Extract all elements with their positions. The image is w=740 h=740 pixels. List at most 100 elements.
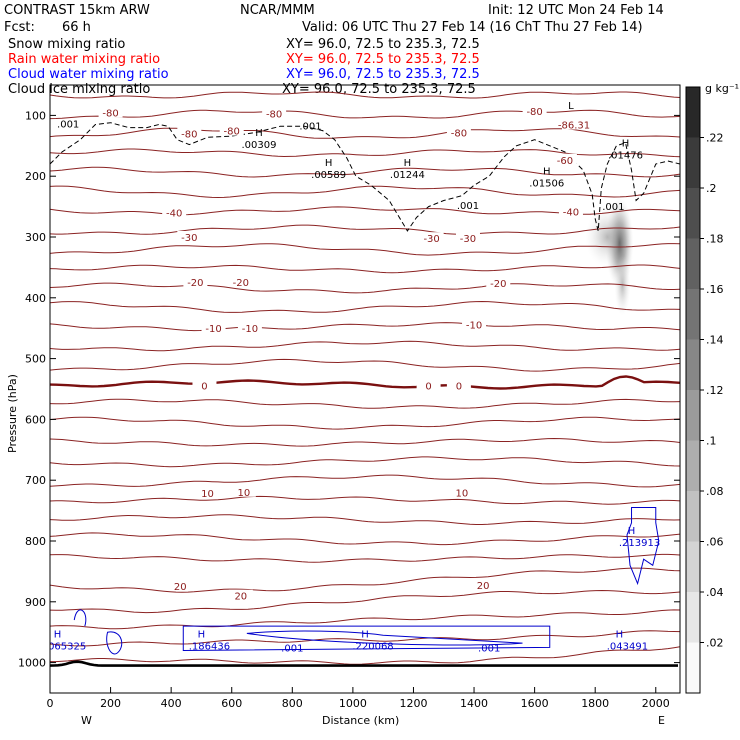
legend-xy-rain: XY= 96.0, 72.5 to 235.3, 72.5 xyxy=(286,52,480,67)
snow-contour-label-2: .001 xyxy=(457,201,479,212)
isotherm-line xyxy=(50,358,680,372)
snow-extremum-value-3: .01506 xyxy=(529,179,564,190)
cloud-water-contour xyxy=(106,631,123,655)
snow-extremum-mark-0: H xyxy=(255,128,263,139)
snow-extremum-value-1: .00589 xyxy=(311,170,346,181)
cloud-water-extremum-mark-1: H xyxy=(198,629,206,640)
isotherm-line xyxy=(50,185,680,199)
ice-shade-tail xyxy=(614,255,631,316)
x-tick-label: 2000 xyxy=(642,697,670,710)
colorbar-segment xyxy=(686,642,700,693)
temperature-label-8: -40 xyxy=(166,209,182,220)
snow-extremum-mark-3: H xyxy=(543,167,551,178)
legend-name-snow: Snow mixing ratio xyxy=(8,37,125,52)
temperature-label-14: -20 xyxy=(233,278,249,289)
colorbar-tick-label: .16 xyxy=(706,283,724,296)
isotherm-line xyxy=(50,495,680,505)
isotherm-line xyxy=(50,567,680,593)
y-tick-label: 500 xyxy=(25,353,46,366)
temperature-label-27: 20 xyxy=(477,581,490,592)
label-bg xyxy=(262,107,287,119)
cloud-water-contour xyxy=(246,630,523,646)
legend-name-cloud-ice: Cloud ice mixing ratio xyxy=(8,82,150,97)
isotherm-line xyxy=(50,646,680,665)
temperature-label-0: -80 xyxy=(102,108,118,119)
temperature-label-23: 10 xyxy=(237,488,250,499)
cloud-water-extremum-value-2: .220068 xyxy=(352,641,393,652)
isotherm-line xyxy=(50,109,680,120)
temperature-label-13: -20 xyxy=(187,278,203,289)
label-bg xyxy=(446,126,471,138)
isotherm-line xyxy=(50,300,680,313)
snow-extremum-mark-2: H xyxy=(404,158,412,169)
colorbar-segment xyxy=(686,390,700,441)
cloud-water-extremum-value-1: .186436 xyxy=(189,641,230,652)
label-bg xyxy=(201,322,226,334)
colorbar-tick-label: .06 xyxy=(706,536,724,549)
cloud-water-contour-label-0: .001 xyxy=(281,644,303,655)
x-tick-label: 0 xyxy=(47,697,54,710)
label-bg xyxy=(522,105,547,117)
colorbar-segment xyxy=(686,339,700,390)
isotherm-line xyxy=(50,532,680,546)
temperature-label-18: -10 xyxy=(466,321,482,332)
x-tick-label: 1000 xyxy=(339,697,367,710)
isotherm-line xyxy=(50,148,680,158)
cloud-water-extremum-value-0: .065325 xyxy=(45,641,86,652)
temperature-label-12: -30 xyxy=(460,234,476,245)
isotherm-line xyxy=(50,91,680,99)
label-bg xyxy=(168,579,193,591)
colorbar-tick-label: .08 xyxy=(706,485,724,498)
isotherm-line xyxy=(50,243,680,256)
y-tick-label: 300 xyxy=(25,231,46,244)
label-bg xyxy=(219,124,244,136)
isotherm-line xyxy=(50,206,680,216)
snow-extremum-value-2: .01244 xyxy=(390,170,425,181)
isotherm-line xyxy=(50,264,680,274)
y-tick-label: 800 xyxy=(25,535,46,548)
label-bg xyxy=(446,379,471,391)
cloud-water-contour xyxy=(626,507,660,586)
snow-contour xyxy=(50,122,680,232)
temperature-label-20: 0 xyxy=(425,381,431,392)
label-bg xyxy=(462,318,487,330)
isotherm-line xyxy=(50,456,680,468)
isotherm-line xyxy=(50,474,680,488)
label-bg xyxy=(177,127,202,139)
label-bg xyxy=(228,589,253,601)
isotherm-line xyxy=(50,224,680,235)
colorbar-tick-label: .12 xyxy=(706,384,724,397)
label-bg xyxy=(98,106,123,118)
y-tick-label: 200 xyxy=(25,170,46,183)
snow-extremum-mark-4: H xyxy=(622,139,630,150)
colorbar-tick-label: .1 xyxy=(706,435,717,448)
label-bg xyxy=(486,277,511,289)
isotherm-line xyxy=(50,322,680,332)
agency-label: NCAR/MMM xyxy=(240,3,315,18)
snow-contour-label-0: .001 xyxy=(57,120,79,131)
temperature-label-25: 20 xyxy=(174,582,187,593)
legend-xy-snow: XY= 96.0, 72.5 to 235.3, 72.5 xyxy=(286,37,480,52)
legend-xy-cloud-ice: XY= 96.0, 72.5 to 235.3, 72.5 xyxy=(282,82,476,97)
label-bg xyxy=(231,485,256,497)
cloud-water-contour xyxy=(73,609,87,627)
label-bg xyxy=(183,275,208,287)
isotherm-line xyxy=(50,282,680,294)
colorbar: .02 .04 .06 .08 .1 .12 .14 .16 .18 .2 .22 xyxy=(685,86,724,694)
colorbar-segment xyxy=(686,87,700,138)
isotherm-line xyxy=(50,127,680,139)
label-bg xyxy=(228,275,253,287)
colorbar-segment xyxy=(686,592,700,643)
temperature-label-10: -30 xyxy=(181,233,197,244)
temperature-label-6: -86.31 xyxy=(558,121,590,132)
isotherm-line xyxy=(50,437,680,447)
label-bg xyxy=(558,205,583,217)
label-bg xyxy=(552,153,577,165)
cloud-water-extremum-mark-4: H xyxy=(628,526,636,537)
colorbar-segment xyxy=(686,440,700,491)
colorbar-segment xyxy=(686,238,700,289)
y-tick-label: 700 xyxy=(25,474,46,487)
temperature-label-3: -80 xyxy=(181,130,197,141)
legend-xy-cloud-water: XY= 96.0, 72.5 to 235.3, 72.5 xyxy=(286,67,480,82)
cloud-water-extremum-value-3: .043491 xyxy=(607,641,648,652)
